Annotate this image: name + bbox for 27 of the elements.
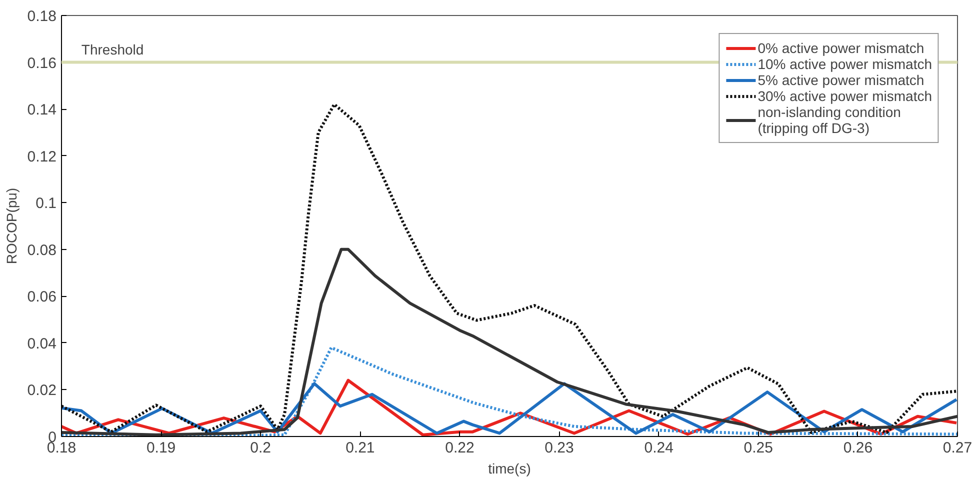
y-tick-label: 0.08	[27, 242, 57, 259]
legend-label: 0% active power mismatch	[758, 40, 924, 56]
x-tick-label: 0.24	[644, 440, 674, 456]
x-tick-label: 0.27	[942, 440, 972, 456]
x-tick-label: 0.22	[445, 440, 474, 456]
y-tick-label: 0.16	[27, 54, 57, 72]
x-tick-label: 0.19	[146, 440, 176, 456]
y-axis-title: ROCOP(pu)	[3, 188, 20, 264]
legend-label: 30% active power mismatch	[758, 88, 932, 104]
y-tick-label: 0.18	[27, 8, 57, 25]
legend-label: non-islanding condition (tripping off DG-3)	[758, 104, 901, 136]
x-tick-label: 0.26	[843, 440, 873, 456]
line-series	[62, 102, 958, 434]
y-tick-label: 0.04	[27, 335, 57, 352]
y-tick-label: 0.12	[27, 148, 57, 166]
y-tick-label: 0.06	[27, 288, 57, 306]
y-tick-label: 0.1	[36, 195, 57, 212]
x-tick-label: 0.2	[250, 440, 272, 456]
y-tick-label: 0.02	[27, 382, 57, 400]
x-tick-label: 0.23	[544, 440, 574, 456]
x-tick-label: 0.25	[744, 440, 773, 456]
x-axis-title: time(s)	[488, 460, 531, 476]
legend-label: 5% active power mismatch	[758, 72, 924, 88]
y-tick-label: 0.14	[27, 102, 57, 119]
legend-label: 10% active power mismatch	[758, 56, 932, 72]
ref-line-label: Threshold	[81, 41, 144, 58]
x-tick-label: 0.21	[346, 440, 375, 456]
